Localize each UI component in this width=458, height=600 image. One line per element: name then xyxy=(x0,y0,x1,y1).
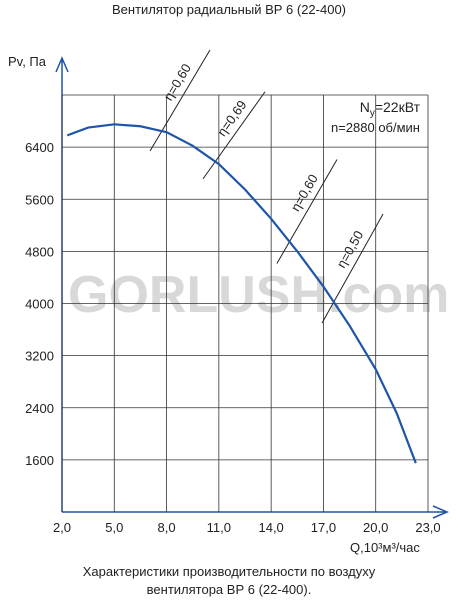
efficiency-label: η=0,69 xyxy=(214,98,249,139)
caption: Характеристики производительности по воз… xyxy=(83,564,376,579)
caption: вентилятора ВР 6 (22-400). xyxy=(147,582,312,597)
efficiency-label: η=0,60 xyxy=(161,61,194,103)
x-tick-label: 2,0 xyxy=(53,520,71,535)
power-value: =22кВт xyxy=(375,99,421,115)
efficiency-line xyxy=(202,91,266,180)
x-tick-label: 20,0 xyxy=(363,520,388,535)
x-tick-label: 8,0 xyxy=(158,520,176,535)
y-tick-label: 6400 xyxy=(25,140,54,155)
efficiency-line xyxy=(321,213,384,324)
efficiency-line xyxy=(149,49,211,152)
efficiency-line xyxy=(276,159,338,264)
y-tick-label: 4800 xyxy=(25,244,54,259)
x-tick-label: 14,0 xyxy=(258,520,283,535)
x-tick-label: 11,0 xyxy=(207,520,231,535)
x-axis-label: Q,10³м³/час xyxy=(350,540,420,555)
x-tick-label: 23,0 xyxy=(415,520,440,535)
y-tick-label: 2400 xyxy=(25,401,54,416)
y-axis-label: Pv, Па xyxy=(8,54,47,69)
curve xyxy=(66,123,417,464)
x-tick-label: 17,0 xyxy=(311,520,336,535)
y-tick-label: 5600 xyxy=(25,192,54,207)
efficiency-label: η=0,50 xyxy=(334,228,367,270)
power-annotation: Nу=22кВт xyxy=(360,99,421,119)
watermark: GORLUSH.com xyxy=(68,266,449,324)
efficiency-label: η=0,60 xyxy=(288,172,321,214)
x-tick-label: 5,0 xyxy=(105,520,123,535)
y-tick-label: 4000 xyxy=(25,297,54,312)
power-symbol: N xyxy=(360,99,370,115)
power-subscript: у xyxy=(370,108,375,119)
y-tick-label: 3200 xyxy=(25,349,54,364)
chart-title: Вентилятор радиальный ВР 6 (22-400) xyxy=(112,2,346,17)
y-tick-label: 1600 xyxy=(25,453,54,468)
